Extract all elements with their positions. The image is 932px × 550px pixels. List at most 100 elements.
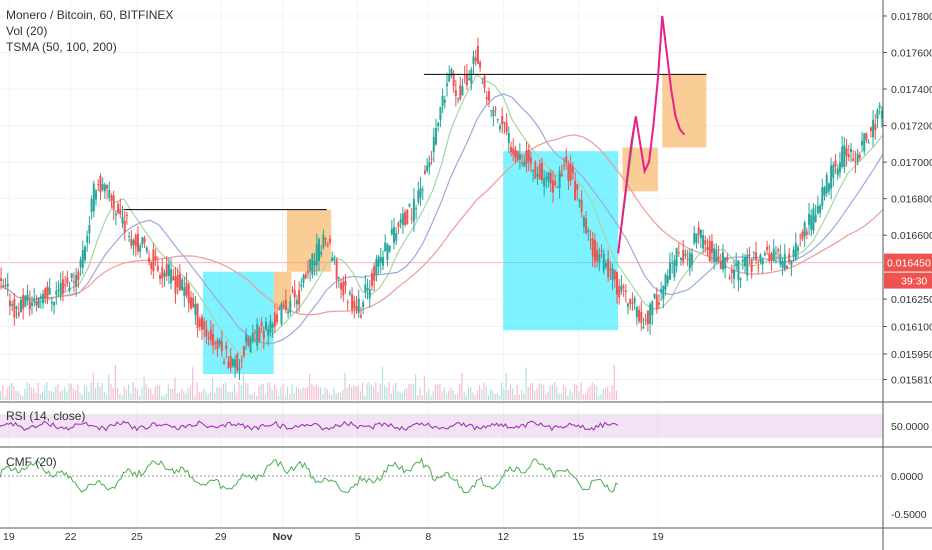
candle-body — [271, 324, 274, 328]
volume-bar — [379, 383, 381, 400]
volume-bar — [368, 382, 370, 400]
volume-bar — [483, 382, 485, 400]
volume-bar — [479, 385, 481, 400]
volume-bar — [134, 387, 136, 400]
volume-bar — [401, 393, 403, 400]
candle-body — [443, 99, 446, 103]
volume-bar — [320, 387, 322, 400]
candle-body — [15, 306, 18, 309]
volume-bar — [353, 384, 355, 400]
candle-body — [739, 278, 742, 280]
candle-body — [368, 289, 371, 299]
price-tick-label: 0.016100 — [891, 322, 932, 334]
candle-body — [843, 145, 846, 168]
volume-bar — [150, 388, 152, 400]
volume-bar — [410, 384, 412, 400]
candle-body — [589, 239, 592, 241]
resistance-lines — [123, 73, 707, 211]
candle-body — [304, 274, 307, 279]
volume-bar — [558, 392, 560, 400]
candle-body — [693, 232, 696, 244]
volume-bar — [434, 384, 437, 400]
candle-body — [225, 345, 228, 349]
volume-bar — [251, 394, 253, 400]
volume-bar — [339, 393, 342, 400]
cmf-line — [0, 457, 619, 494]
candle-body — [461, 86, 464, 96]
candle-body — [214, 342, 217, 344]
volume-bar — [33, 387, 35, 400]
candle-body — [379, 257, 382, 263]
volume-bar — [313, 386, 315, 400]
breakout-zone — [662, 74, 707, 148]
candle-body — [794, 243, 797, 260]
candle-body — [295, 300, 298, 305]
volume-bar — [30, 387, 33, 400]
candle-body — [247, 336, 250, 346]
candle-body — [622, 286, 625, 288]
candle-body — [326, 244, 329, 246]
volume-bar — [536, 388, 538, 400]
candle-body — [631, 302, 634, 305]
candle-body — [863, 133, 866, 152]
volume-bar — [22, 395, 24, 400]
candle-body — [31, 302, 34, 306]
volume-bar — [534, 390, 536, 400]
candle-body — [534, 162, 537, 179]
candle-body — [11, 304, 14, 306]
candle-body — [600, 250, 603, 252]
volume-bar — [403, 389, 406, 400]
candle-body — [721, 251, 724, 270]
volume-bar — [19, 394, 22, 400]
volume-bar — [350, 386, 353, 400]
volume-bar — [615, 390, 618, 400]
volume-bar — [300, 389, 302, 400]
candle-body — [432, 136, 435, 153]
volume-bar — [242, 354, 245, 400]
volume-bar — [79, 392, 81, 400]
candle-body — [395, 233, 398, 241]
candle-body — [161, 267, 164, 279]
cmf-tick-label: 0.0000 — [891, 471, 923, 483]
volume-bar — [591, 382, 593, 400]
candle-body — [501, 115, 504, 125]
candle-body — [44, 288, 47, 299]
candle-body — [423, 170, 426, 175]
candle-body — [668, 262, 671, 280]
candle-body — [2, 285, 5, 287]
candle-body — [46, 286, 49, 299]
candle-body — [276, 314, 279, 323]
candle-body — [4, 285, 7, 287]
volume-bar — [593, 384, 596, 400]
candle-body — [525, 150, 528, 164]
volume-bar — [200, 391, 203, 400]
candle-body — [48, 288, 51, 295]
volume-bar — [2, 385, 4, 400]
candle-body — [684, 253, 687, 256]
candle-body — [554, 181, 557, 186]
candle-body — [821, 186, 824, 206]
volume-bar — [295, 387, 298, 400]
candle-body — [752, 251, 755, 253]
candle-body — [755, 252, 758, 261]
candle-body — [103, 184, 106, 192]
price-tick-label: 0.016250 — [891, 294, 932, 306]
candle-body — [108, 189, 111, 198]
candle-body — [465, 74, 468, 86]
candle-body — [57, 289, 60, 291]
volume-bar — [145, 383, 147, 400]
candle-body — [189, 297, 192, 309]
volume-bar — [59, 391, 61, 400]
volume-bar — [143, 376, 145, 400]
candle-body — [653, 293, 656, 298]
candle-body — [68, 287, 71, 291]
volume-bar — [390, 393, 392, 400]
time-tick-label: 19 — [652, 531, 664, 543]
candle-body — [267, 328, 270, 336]
candle-body — [474, 57, 477, 62]
volume-bar — [141, 387, 143, 400]
candle-body — [651, 301, 654, 316]
volume-bar — [423, 376, 426, 400]
candle-body — [163, 272, 166, 277]
